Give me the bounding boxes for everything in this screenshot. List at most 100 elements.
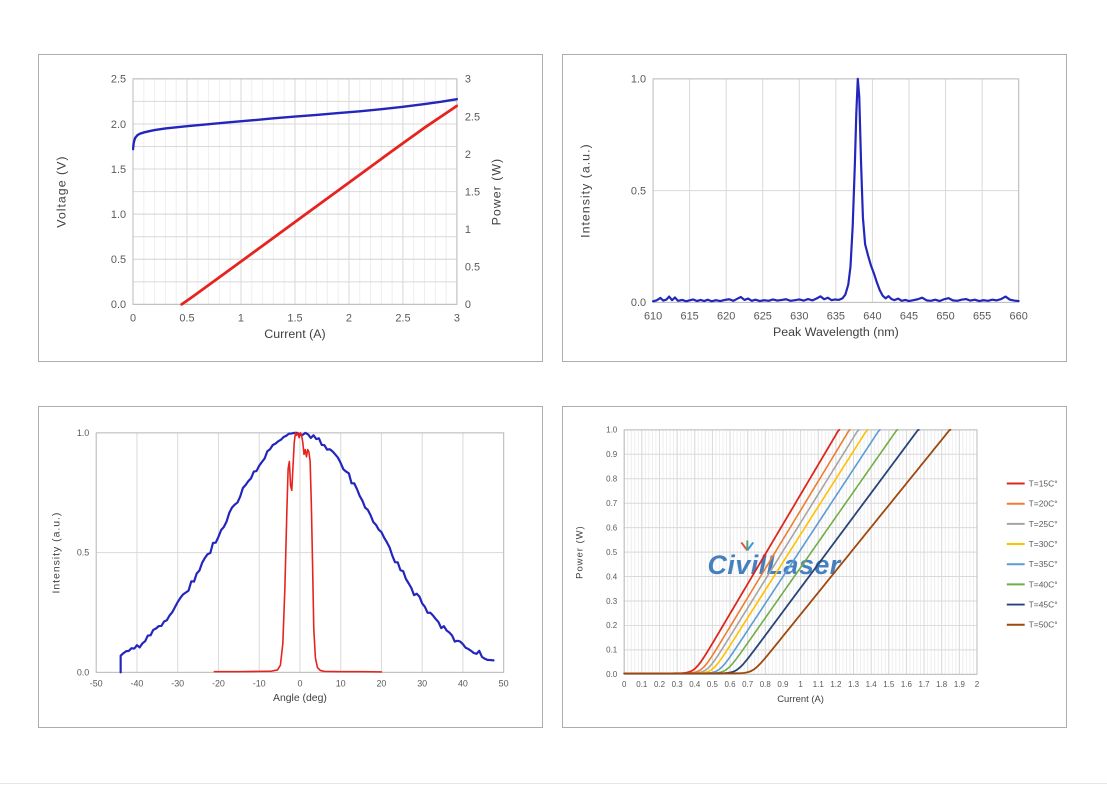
svg-text:0.0: 0.0 — [631, 297, 646, 309]
svg-text:1.5: 1.5 — [287, 312, 302, 324]
svg-text:2.5: 2.5 — [111, 74, 126, 86]
svg-text:1.5: 1.5 — [111, 164, 126, 176]
series-fast-axis — [213, 432, 383, 673]
vi-power-chart: 0 0.5 1 1.5 2 2.5 3 0.0 0.5 1.0 1.5 2.0 2.5 0 0.5 1 1.5 2… — [54, 74, 503, 341]
legend-label: T=20C° — [1029, 499, 1058, 509]
svg-text:3: 3 — [465, 74, 471, 86]
svg-text:0.0: 0.0 — [606, 670, 618, 679]
svg-text:1: 1 — [238, 312, 244, 324]
y-axis-title: Power (W) — [574, 525, 585, 579]
svg-text:0.7: 0.7 — [742, 680, 754, 689]
svg-text:0.5: 0.5 — [606, 548, 618, 557]
svg-text:1.5: 1.5 — [465, 186, 480, 198]
svg-text:10: 10 — [336, 678, 346, 688]
legend-label: T=30C° — [1029, 539, 1058, 549]
y-axis-title: Intensity (a.u.) — [578, 143, 592, 238]
series-intensity — [652, 77, 1020, 303]
series-voltage — [132, 97, 458, 151]
series-slow-axis — [119, 431, 495, 674]
svg-text:0: 0 — [130, 312, 136, 324]
svg-text:3: 3 — [454, 312, 460, 324]
svg-text:-50: -50 — [90, 678, 103, 688]
x-axis-title: Current (A) — [264, 327, 325, 341]
tick-labels: 0 0.5 1 1.5 2 2.5 3 0.0 0.5 1.0 1.5 2.0 2.5 0 0.5 1 1.5 2… — [111, 74, 480, 325]
series-group — [132, 97, 458, 306]
svg-text:0.4: 0.4 — [606, 572, 618, 581]
svg-text:0.1: 0.1 — [606, 646, 618, 655]
svg-text:0.5: 0.5 — [111, 254, 126, 266]
series-group — [652, 77, 1020, 303]
svg-text:630: 630 — [790, 310, 808, 322]
svg-text:655: 655 — [973, 310, 991, 322]
svg-text:2: 2 — [465, 149, 471, 161]
svg-text:0.3: 0.3 — [606, 597, 618, 606]
svg-text:1.2: 1.2 — [830, 680, 842, 689]
svg-text:20: 20 — [376, 678, 386, 688]
right-y-axis-title: Power (W) — [490, 158, 504, 226]
svg-text:1.4: 1.4 — [866, 680, 878, 689]
series-group — [623, 428, 952, 675]
svg-text:660: 660 — [1010, 310, 1028, 322]
svg-text:625: 625 — [754, 310, 772, 322]
svg-text:0.2: 0.2 — [654, 680, 666, 689]
svg-text:0: 0 — [297, 678, 302, 688]
axis-titles: Current (A) Power (W) — [574, 525, 823, 705]
x-axis-title: Current (A) — [777, 694, 824, 705]
svg-text:0.3: 0.3 — [672, 680, 684, 689]
svg-text:635: 635 — [827, 310, 845, 322]
axis-titles: Current (A) Voltage (V) Power (W) — [54, 155, 503, 341]
svg-text:0.0: 0.0 — [111, 299, 126, 311]
svg-text:40: 40 — [458, 678, 468, 688]
tick-labels: -50 -40 -30 -20 -10 0 10 20 30 40 50 0.0 0.5 1.0 — [77, 428, 509, 688]
x-axis-title: Peak Wavelength (nm) — [773, 325, 899, 339]
gridlines — [652, 78, 1020, 303]
svg-text:2.0: 2.0 — [111, 119, 126, 131]
svg-text:2: 2 — [975, 680, 980, 689]
axis-titles: Peak Wavelength (nm) Intensity (a.u.) — [578, 143, 898, 339]
svg-text:0.2: 0.2 — [606, 621, 618, 630]
svg-text:620: 620 — [717, 310, 735, 322]
svg-text:640: 640 — [863, 310, 881, 322]
svg-text:0.8: 0.8 — [606, 475, 618, 484]
svg-text:0.1: 0.1 — [636, 680, 648, 689]
legend-label: T=40C° — [1029, 579, 1058, 589]
y-axis-title: Intensity (a.u.) — [51, 512, 62, 594]
svg-text:1.9: 1.9 — [954, 680, 966, 689]
svg-text:0.5: 0.5 — [631, 185, 646, 197]
svg-text:1.3: 1.3 — [848, 680, 860, 689]
svg-text:-20: -20 — [212, 678, 225, 688]
chart-panel-vi-power: 0 0.5 1 1.5 2 2.5 3 0.0 0.5 1.0 1.5 2.0 2.5 0 0.5 1 1.5 2… — [38, 54, 543, 362]
chart-panel-far-field: -50 -40 -30 -20 -10 0 10 20 30 40 50 0.0 0.5 1.0 Angle… — [38, 406, 543, 728]
gridlines — [95, 432, 505, 673]
svg-text:-40: -40 — [130, 678, 143, 688]
svg-text:0.6: 0.6 — [606, 523, 618, 532]
svg-text:50: 50 — [499, 678, 509, 688]
series-power — [180, 104, 458, 306]
svg-text:0: 0 — [622, 680, 627, 689]
svg-text:0.0: 0.0 — [77, 667, 89, 677]
legend-label: T=25C° — [1029, 519, 1058, 529]
chart-panel-pi-temperature: CivilLaser 0 0.1 0.2 0.3 0.4 0.5 0.6 0.7 0.8 0.9 1 1… — [562, 406, 1067, 728]
spectrum-chart: 610 615 620 625 630 635 640 645 650 655 660 0.0 0.5 1… — [578, 74, 1028, 339]
legend-label: T=45C° — [1029, 600, 1058, 610]
chart-panel-spectrum: 610 615 620 625 630 635 640 645 650 655 660 0.0 0.5 1… — [562, 54, 1067, 362]
svg-text:615: 615 — [681, 310, 699, 322]
svg-text:0.9: 0.9 — [777, 680, 789, 689]
page-bottom-divider — [0, 783, 1107, 784]
legend-label: T=35C° — [1029, 559, 1058, 569]
svg-text:1: 1 — [798, 680, 803, 689]
svg-text:0.4: 0.4 — [689, 680, 701, 689]
svg-text:1.7: 1.7 — [919, 680, 931, 689]
svg-text:1.0: 1.0 — [111, 209, 126, 221]
svg-text:1.8: 1.8 — [936, 680, 948, 689]
svg-text:645: 645 — [900, 310, 918, 322]
svg-text:1.0: 1.0 — [606, 426, 618, 435]
series-group — [119, 431, 495, 674]
legend-label: T=50C° — [1029, 620, 1058, 630]
svg-text:0.5: 0.5 — [707, 680, 719, 689]
svg-text:0.5: 0.5 — [77, 548, 89, 558]
svg-text:0.9: 0.9 — [606, 450, 618, 459]
svg-text:30: 30 — [417, 678, 427, 688]
